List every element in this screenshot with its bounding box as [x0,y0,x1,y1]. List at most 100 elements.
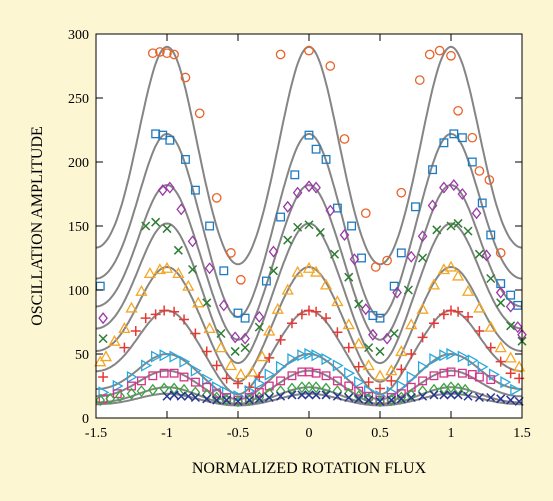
data-point-series-9 [406,388,417,402]
data-markers [94,45,527,408]
data-point-series-7 [254,377,266,390]
data-point-series-2 [411,202,420,212]
data-point-series-10 [311,390,321,400]
data-point-series-1 [453,105,463,116]
data-point-series-6 [201,346,212,357]
series-4-markers [98,217,527,356]
data-point-series-5 [118,322,131,334]
data-point-series-5 [385,364,398,376]
data-point-series-9 [126,387,137,400]
data-point-series-4 [364,343,374,353]
data-point-series-5 [405,318,418,330]
data-point-series-9 [287,382,297,395]
data-point-series-6 [375,383,385,394]
data-point-series-3 [427,199,438,212]
data-point-series-6 [98,372,109,383]
data-point-series-7 [439,349,451,362]
data-point-series-1 [414,75,425,85]
data-point-series-3 [176,203,187,216]
data-point-series-5 [108,334,121,346]
data-point-series-5 [153,263,167,275]
data-point-series-7 [406,370,418,384]
data-point-series-8 [474,372,484,382]
data-point-series-6 [343,342,354,353]
data-point-series-4 [432,225,442,235]
data-point-series-9 [343,387,354,400]
data-point-series-2 [321,154,331,164]
data-point-series-5 [416,302,429,314]
data-point-series-5 [461,284,475,296]
data-point-series-3 [268,245,279,258]
data-point-series-6 [495,356,506,367]
data-point-series-9 [297,381,307,394]
series-7-markers [98,347,522,403]
data-point-series-6 [332,327,343,338]
data-point-series-6 [311,306,322,317]
data-point-series-7 [159,349,171,362]
data-point-series-10 [418,391,428,401]
data-point-series-4 [98,334,108,344]
x-tick-label: -1.5 [85,426,107,441]
data-point-series-6 [264,352,275,363]
data-point-series-7 [457,350,469,363]
data-point-series-4 [354,299,364,309]
data-point-series-5 [484,320,497,332]
data-point-series-2 [428,165,437,175]
fit-curve-3 [95,184,523,341]
data-point-series-7 [126,370,138,384]
data-point-series-10 [287,390,297,400]
x-tick-label: 0 [306,426,313,441]
data-point-series-7 [190,364,202,377]
data-point-series-5 [319,278,333,290]
data-point-series-6 [453,306,464,317]
data-point-series-2 [205,221,215,231]
data-point-series-8 [169,368,179,378]
fit-curve-4 [96,222,522,365]
data-point-series-3 [282,200,293,213]
data-point-series-10 [506,395,516,405]
data-point-series-2 [347,221,357,231]
data-point-series-10 [396,394,406,404]
data-point-series-5 [504,351,517,363]
data-point-series-2 [396,248,406,258]
data-point-series-5 [444,260,458,272]
data-point-series-9 [311,381,321,394]
data-point-series-8 [190,377,200,387]
data-point-series-9 [136,385,147,398]
data-point-series-5 [473,301,486,313]
data-point-series-5 [172,267,185,279]
data-point-series-5 [143,267,157,279]
data-point-series-10 [244,395,254,405]
series-3-markers [98,178,527,345]
data-point-series-5 [342,318,355,330]
data-point-series-7 [354,376,366,389]
data-point-series-6 [321,313,332,324]
data-point-series-4 [344,272,354,282]
data-point-series-5 [135,284,148,296]
fit-curve-5 [96,265,522,383]
data-point-series-4 [141,221,151,231]
data-point-series-2 [261,276,271,286]
data-point-series-2 [332,203,342,213]
data-point-series-8 [254,387,264,397]
data-point-series-9 [95,394,106,407]
data-point-series-1 [434,45,445,56]
data-point-series-7 [304,347,316,361]
x-tick-label: 1.5 [513,426,531,441]
data-point-series-1 [235,274,246,285]
data-point-series-9 [147,383,158,396]
data-point-series-3 [417,230,428,243]
data-point-series-5 [234,368,247,380]
data-point-series-8 [486,375,496,385]
data-point-series-10 [190,392,200,403]
data-point-series-6 [233,378,243,389]
data-point-series-3 [325,204,336,217]
data-point-series-9 [321,382,331,395]
data-point-series-3 [392,286,402,299]
data-point-series-5 [203,322,216,334]
data-point-series-3 [406,250,417,263]
data-point-series-9 [211,391,222,404]
data-point-series-1 [155,47,165,57]
data-point-series-9 [105,392,116,405]
data-point-series-3 [495,286,506,299]
